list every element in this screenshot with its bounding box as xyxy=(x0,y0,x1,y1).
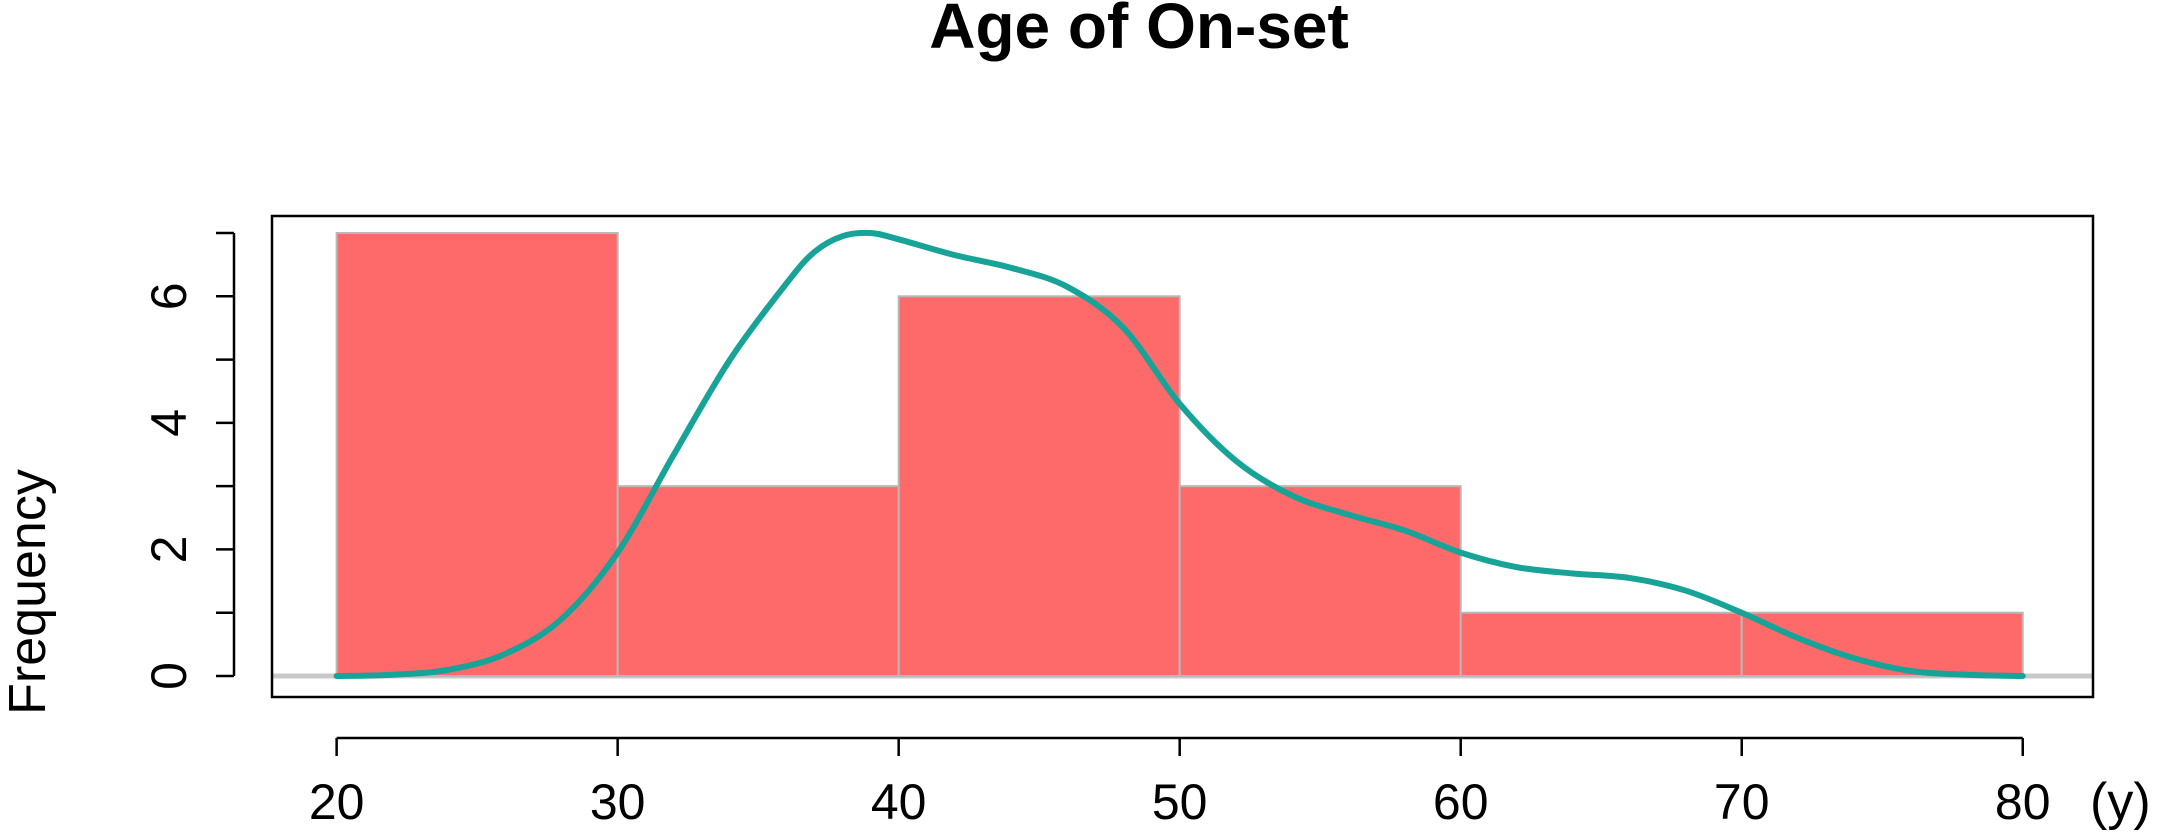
chart-title: Age of On-set xyxy=(929,0,1349,62)
histogram-bar xyxy=(897,295,1181,677)
y-tick-label: 6 xyxy=(141,282,197,310)
x-axis-unit-label: (y) xyxy=(2090,773,2151,831)
y-tick-label: 0 xyxy=(141,662,197,690)
x-tick-label: 70 xyxy=(1714,774,1770,830)
plot-frame xyxy=(270,214,2095,699)
histogram-bar xyxy=(335,232,619,677)
density-curve-layer xyxy=(333,229,2026,679)
histogram-bar xyxy=(616,485,900,677)
x-tick-label: 30 xyxy=(590,774,646,830)
histogram-bar xyxy=(1459,611,1743,678)
x-tick-label: 50 xyxy=(1152,774,1208,830)
histogram-bar xyxy=(1178,485,1462,677)
x-tick-label: 60 xyxy=(1433,774,1489,830)
x-tick-label: 20 xyxy=(309,774,365,830)
x-tick-label: 80 xyxy=(1995,774,2051,830)
y-tick-label: 4 xyxy=(141,409,197,437)
x-tick-label: 40 xyxy=(871,774,927,830)
y-axis-label: Frequency xyxy=(0,469,57,715)
y-tick-label: 2 xyxy=(141,536,197,564)
density-curve xyxy=(333,229,2026,679)
bars-layer xyxy=(272,232,2093,679)
axes-layer: 20 30 40 50 60 70 80 0 2 4 6 xyxy=(141,214,2095,830)
